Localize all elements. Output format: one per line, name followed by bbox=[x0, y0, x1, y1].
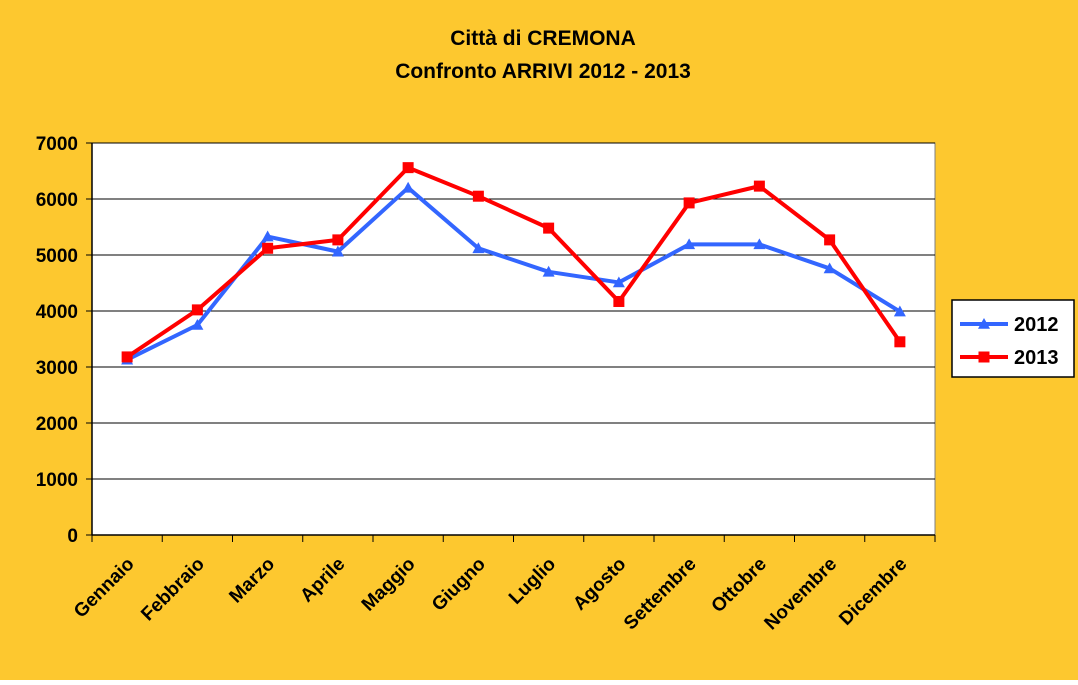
data-point bbox=[683, 238, 696, 250]
data-point bbox=[472, 242, 485, 254]
data-point bbox=[894, 336, 906, 348]
legend-label: 2013 bbox=[1014, 347, 1059, 369]
chart-title: Città di CREMONA bbox=[450, 27, 636, 50]
chart-subtitle: Confronto ARRIVI 2012 - 2013 bbox=[395, 60, 691, 83]
y-axis-ticks: 0 1000 2000 3000 4000 5000 6000 7000 bbox=[36, 134, 92, 547]
legend: 2012 2013 bbox=[951, 299, 1075, 378]
data-point bbox=[191, 319, 204, 330]
data-point bbox=[753, 238, 766, 250]
y-tick-label: 5000 bbox=[36, 246, 78, 267]
data-point bbox=[824, 234, 836, 246]
plot-area bbox=[91, 142, 936, 536]
data-point bbox=[331, 245, 344, 257]
y-tick-label: 0 bbox=[67, 526, 78, 547]
data-point bbox=[753, 180, 765, 192]
data-point bbox=[261, 230, 274, 242]
series-line-2013 bbox=[126, 165, 902, 359]
y-tick-label: 2000 bbox=[36, 414, 78, 435]
series-line-2012 bbox=[126, 185, 901, 362]
data-point bbox=[683, 197, 695, 209]
legend-label: 2012 bbox=[1014, 314, 1059, 336]
data-point bbox=[332, 234, 344, 246]
series-group bbox=[121, 162, 906, 365]
legend-box bbox=[951, 299, 1075, 378]
y-tick-label: 3000 bbox=[36, 358, 78, 379]
data-point bbox=[823, 262, 836, 274]
data-point bbox=[893, 305, 906, 317]
y-tick-label: 6000 bbox=[36, 190, 78, 211]
data-point bbox=[612, 276, 625, 288]
data-point bbox=[542, 265, 555, 277]
legend-swatch-marker bbox=[978, 318, 990, 329]
data-point bbox=[402, 162, 414, 174]
data-point bbox=[191, 304, 203, 316]
data-point bbox=[613, 295, 625, 307]
data-point bbox=[402, 181, 415, 193]
y-tick-label: 4000 bbox=[36, 302, 78, 323]
gridlines bbox=[92, 142, 935, 480]
data-point bbox=[472, 190, 484, 202]
y-tick-label: 1000 bbox=[36, 470, 78, 491]
y-tick-label: 7000 bbox=[36, 134, 78, 155]
data-point bbox=[543, 222, 555, 234]
series-2012 bbox=[121, 181, 906, 365]
data-point bbox=[121, 351, 133, 363]
series-2013 bbox=[121, 162, 906, 363]
data-point bbox=[262, 242, 274, 254]
legend-swatch-marker bbox=[978, 351, 990, 363]
